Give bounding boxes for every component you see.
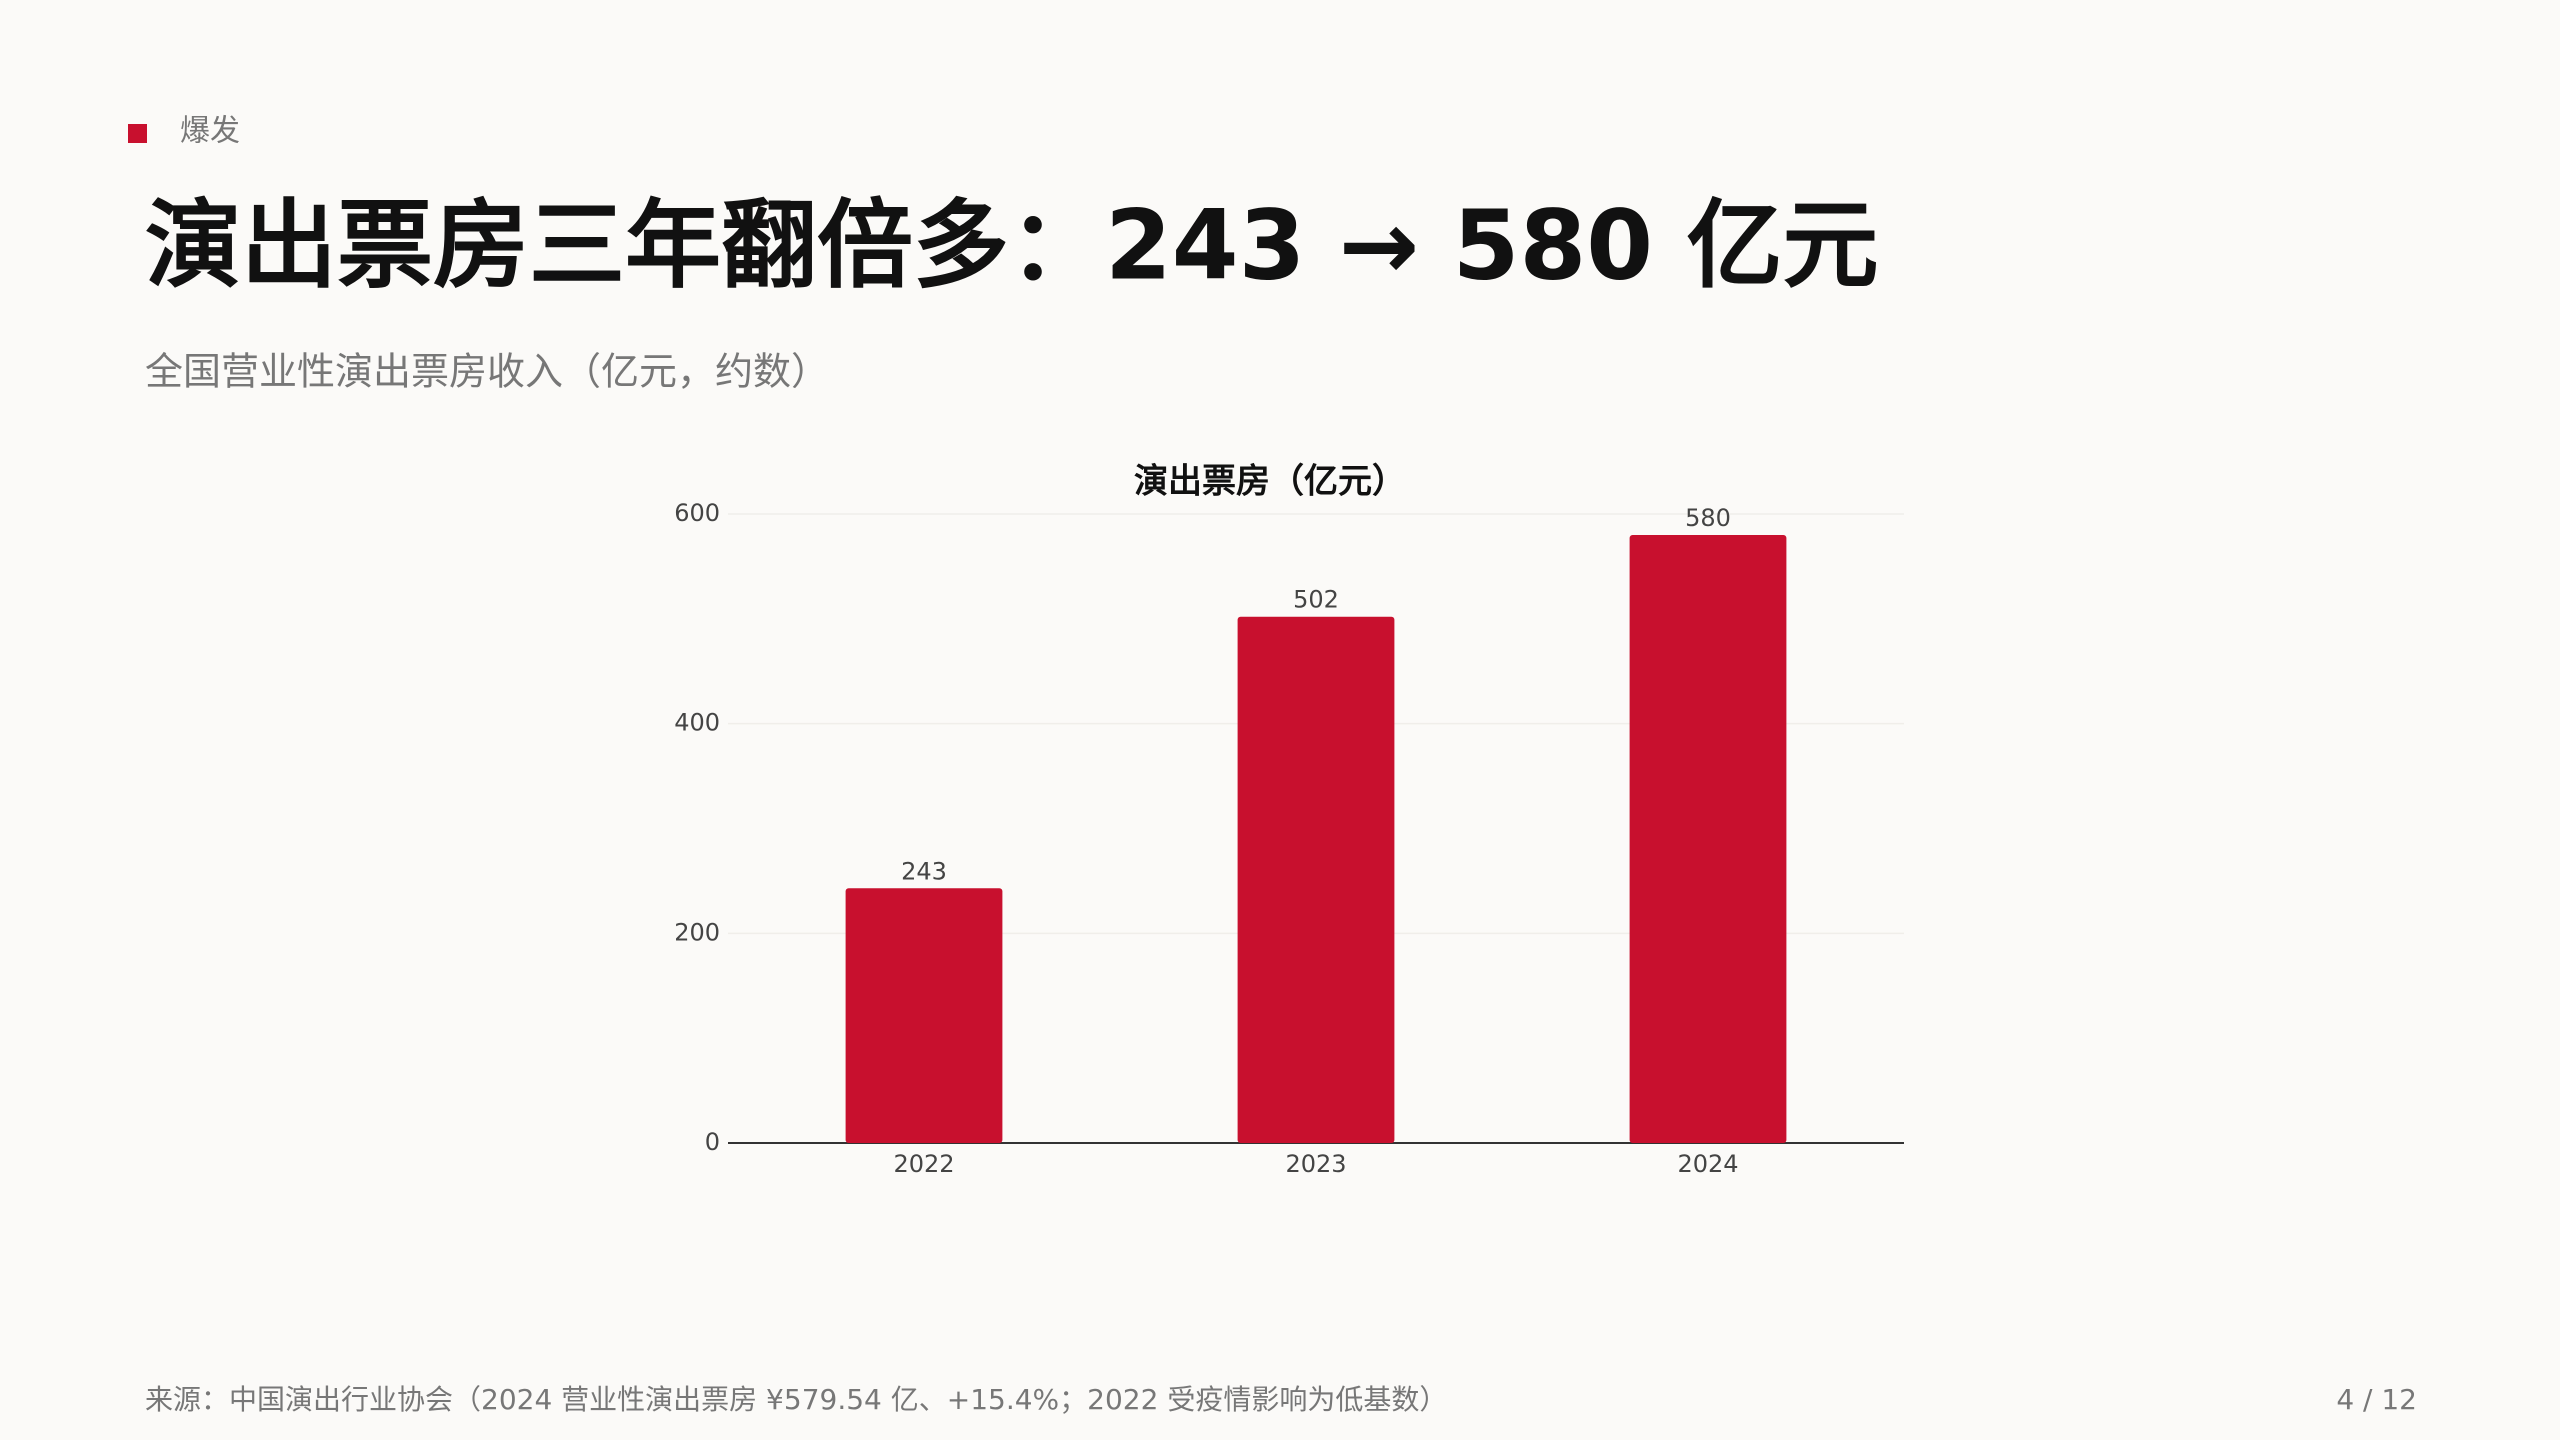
bar (845, 888, 1003, 1143)
value-label: 502 (1293, 586, 1339, 614)
y-tick-label: 200 (674, 918, 720, 946)
x-tick-label: 2023 (1285, 1150, 1346, 1178)
headline: 演出票房三年翻倍多：243 → 580 亿元 (145, 189, 1878, 301)
page-number: 4 / 12 (2336, 1383, 2417, 1416)
source-note: 来源：中国演出行业协会（2024 营业性演出票房 ¥579.54 亿、+15.4… (145, 1383, 1447, 1416)
y-tick-label: 600 (674, 499, 720, 527)
subtitle: 全国营业性演出票房收入（亿元，约数） (145, 350, 829, 394)
bar (1237, 616, 1395, 1143)
value-label: 580 (1685, 504, 1731, 532)
chart-title: 演出票房（亿元） (1134, 462, 1406, 502)
x-tick-label: 2024 (1677, 1150, 1738, 1178)
section-tag: 爆发 (180, 114, 240, 149)
y-tick-label: 400 (674, 709, 720, 737)
section-marker (128, 124, 147, 143)
bar (1629, 534, 1787, 1143)
x-tick-label: 2022 (893, 1150, 954, 1178)
value-label: 243 (901, 857, 947, 885)
y-tick-label: 0 (705, 1128, 720, 1156)
